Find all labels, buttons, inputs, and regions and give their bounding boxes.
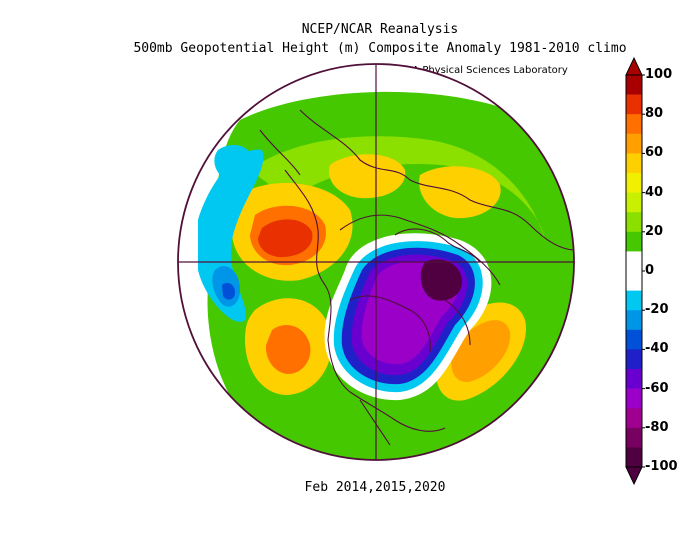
colorbar-cell [626, 133, 642, 154]
colorbar-cell [626, 388, 642, 409]
colorbar-cell [626, 427, 642, 448]
anomaly-patch-northeast [419, 166, 501, 219]
colorbar-cell [626, 94, 642, 115]
coastlines [259, 109, 574, 446]
date-caption: Feb 2014,2015,2020 [304, 480, 446, 495]
colorbar-cell [626, 369, 642, 389]
colorbar-tick-label: -60 [645, 380, 669, 396]
colorbar-bottom-arrow [625, 466, 643, 486]
colorbar-cell [626, 290, 642, 311]
colorbar-tick-label: -80 [645, 419, 669, 435]
anomaly-patch-north [329, 154, 406, 199]
colorbar-cell [626, 349, 642, 370]
anomaly-low-north-cyan [214, 145, 253, 181]
colorbar-cell [626, 192, 642, 213]
colorbar-cell [626, 114, 642, 135]
colorbar-tick-label: 80 [645, 106, 664, 122]
colorbar-cell [626, 231, 642, 252]
map-title-line1: NCEP/NCAR Reanalysis [301, 22, 459, 37]
credit-label: NOAA Physical Sciences Laboratory [390, 65, 568, 76]
map-boundary-circle [177, 63, 575, 461]
colorbar-top-arrow [625, 56, 643, 76]
colorbar-tick-label: 100 [645, 67, 673, 82]
colorbar-tick-label: 60 [645, 145, 664, 161]
colorbar-cell [626, 271, 642, 291]
colorbar-cell [626, 310, 642, 331]
colorbar-cell [626, 75, 642, 95]
colorbar-tick-label: 0 [645, 263, 655, 278]
colorbar-cell [626, 408, 642, 429]
anomaly-field-lightgreen [250, 136, 545, 240]
colorbar-cell [626, 153, 642, 174]
colorbar-tick-label: -100 [645, 459, 678, 474]
colorbar-cell [626, 329, 642, 350]
colorbar-cell [626, 173, 642, 193]
colorbar-tick-label: -20 [645, 302, 669, 318]
colorbar-cell [626, 212, 642, 233]
anomaly-lobe-southwest-orange [265, 325, 311, 375]
colorbar-cell [626, 447, 642, 468]
colorbar-tick-label: 20 [645, 223, 664, 239]
anomaly-low-pacific-core [222, 283, 236, 300]
colorbar-tick-label: 40 [645, 184, 664, 200]
map-title-line2: 500mb Geopotential Height (m) Composite … [133, 41, 627, 56]
colorbar-cell [626, 251, 642, 272]
colorbar-tick-label: -40 [645, 341, 669, 357]
anomaly-low-core [420, 259, 463, 301]
anomaly-lobe-west-red [258, 219, 313, 258]
